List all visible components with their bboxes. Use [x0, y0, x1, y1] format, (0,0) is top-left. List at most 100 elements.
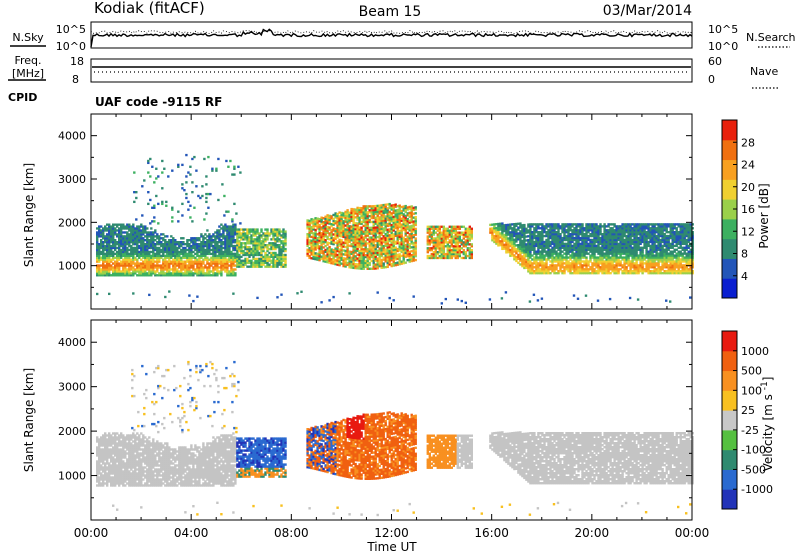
power-cell — [499, 234, 502, 237]
power-cell — [340, 262, 343, 265]
power-cell — [260, 263, 263, 266]
power-cell — [380, 210, 383, 213]
power-cell — [220, 266, 223, 269]
power-cell — [362, 209, 365, 212]
power-cell — [322, 232, 325, 236]
power-cell — [220, 239, 223, 242]
power-cell — [144, 266, 147, 269]
power-cell — [250, 249, 253, 253]
power-cell — [167, 175, 170, 178]
power-cell — [174, 250, 177, 254]
power-cell — [140, 258, 143, 261]
power-cell — [328, 216, 331, 220]
power-cell — [214, 266, 217, 269]
power-cell — [446, 231, 449, 234]
power-cell — [166, 272, 169, 275]
power-cell — [130, 260, 133, 263]
power-cell — [158, 272, 161, 275]
power-cell — [98, 254, 101, 258]
power-cell — [356, 239, 359, 243]
power-cell — [541, 240, 544, 244]
power-cell — [166, 250, 169, 254]
power-cell — [364, 240, 367, 243]
power-cell — [450, 237, 453, 240]
power-cell — [210, 252, 213, 256]
power-cell — [384, 229, 387, 232]
power-cell — [404, 214, 407, 218]
power-cell — [222, 252, 225, 256]
power-cell — [198, 258, 201, 261]
power-cell — [362, 265, 365, 268]
power-cell — [458, 249, 461, 252]
power-cell — [358, 238, 361, 241]
power-cell — [106, 246, 109, 250]
power-cell — [380, 249, 383, 252]
power-cell — [541, 233, 544, 236]
power-cell — [314, 244, 317, 247]
power-cell — [312, 257, 315, 260]
power-cell — [152, 268, 155, 271]
power-cell — [505, 229, 508, 233]
power-cell — [220, 272, 223, 275]
power-cell — [386, 244, 389, 247]
power-cell — [396, 214, 399, 218]
power-cell — [338, 228, 341, 232]
power-cell — [432, 247, 435, 250]
power-cell — [414, 258, 417, 262]
power-cell — [128, 252, 131, 256]
power-cell — [136, 233, 139, 236]
power-cell — [382, 241, 385, 244]
power-cell — [166, 274, 169, 277]
power-cell — [270, 242, 273, 245]
power-cell — [268, 257, 271, 261]
power-cell — [118, 270, 121, 273]
power-cell — [239, 171, 242, 174]
cpid-value: UAF code -9115 RF — [95, 95, 222, 109]
power-cell — [454, 227, 457, 230]
power-cell — [266, 234, 269, 237]
power-cell — [100, 246, 103, 250]
power-cell — [312, 249, 315, 253]
power-cell — [230, 239, 233, 242]
power-cell — [280, 234, 283, 237]
power-cell — [104, 237, 107, 240]
power-cell — [182, 237, 185, 240]
power-cell — [322, 222, 325, 226]
power-cell — [184, 262, 187, 265]
power-cell — [310, 243, 313, 246]
power-cell — [340, 223, 343, 226]
power-cell — [310, 257, 313, 260]
power-cell — [188, 264, 191, 267]
power-cell — [390, 225, 393, 229]
power-cell — [186, 270, 189, 273]
power-cell — [460, 247, 463, 250]
power-cell — [174, 243, 177, 246]
power-cell — [102, 266, 105, 269]
power-cell — [336, 232, 339, 235]
power-cell — [210, 264, 213, 267]
power-cell — [334, 214, 337, 217]
power-cell — [344, 257, 347, 260]
power-cell — [228, 243, 231, 246]
power-cell — [181, 214, 184, 217]
power-cell — [176, 262, 179, 265]
power-cell — [326, 227, 329, 231]
power-cell — [258, 234, 261, 237]
power-cell — [220, 252, 223, 256]
power-cell — [226, 266, 229, 269]
power-cell — [256, 259, 259, 262]
power-cell — [240, 255, 243, 259]
power-cell — [218, 266, 221, 269]
power-cell — [132, 231, 135, 234]
power-cell — [364, 242, 367, 245]
power-cell — [328, 259, 331, 262]
power-cell — [428, 249, 431, 252]
power-cell — [346, 216, 349, 220]
power-cell — [402, 250, 405, 253]
power-cell — [338, 258, 341, 261]
power-cell — [156, 237, 159, 240]
power-cell — [189, 165, 192, 168]
power-cell — [310, 235, 313, 239]
power-cell — [358, 265, 361, 268]
power-cell — [350, 244, 353, 248]
